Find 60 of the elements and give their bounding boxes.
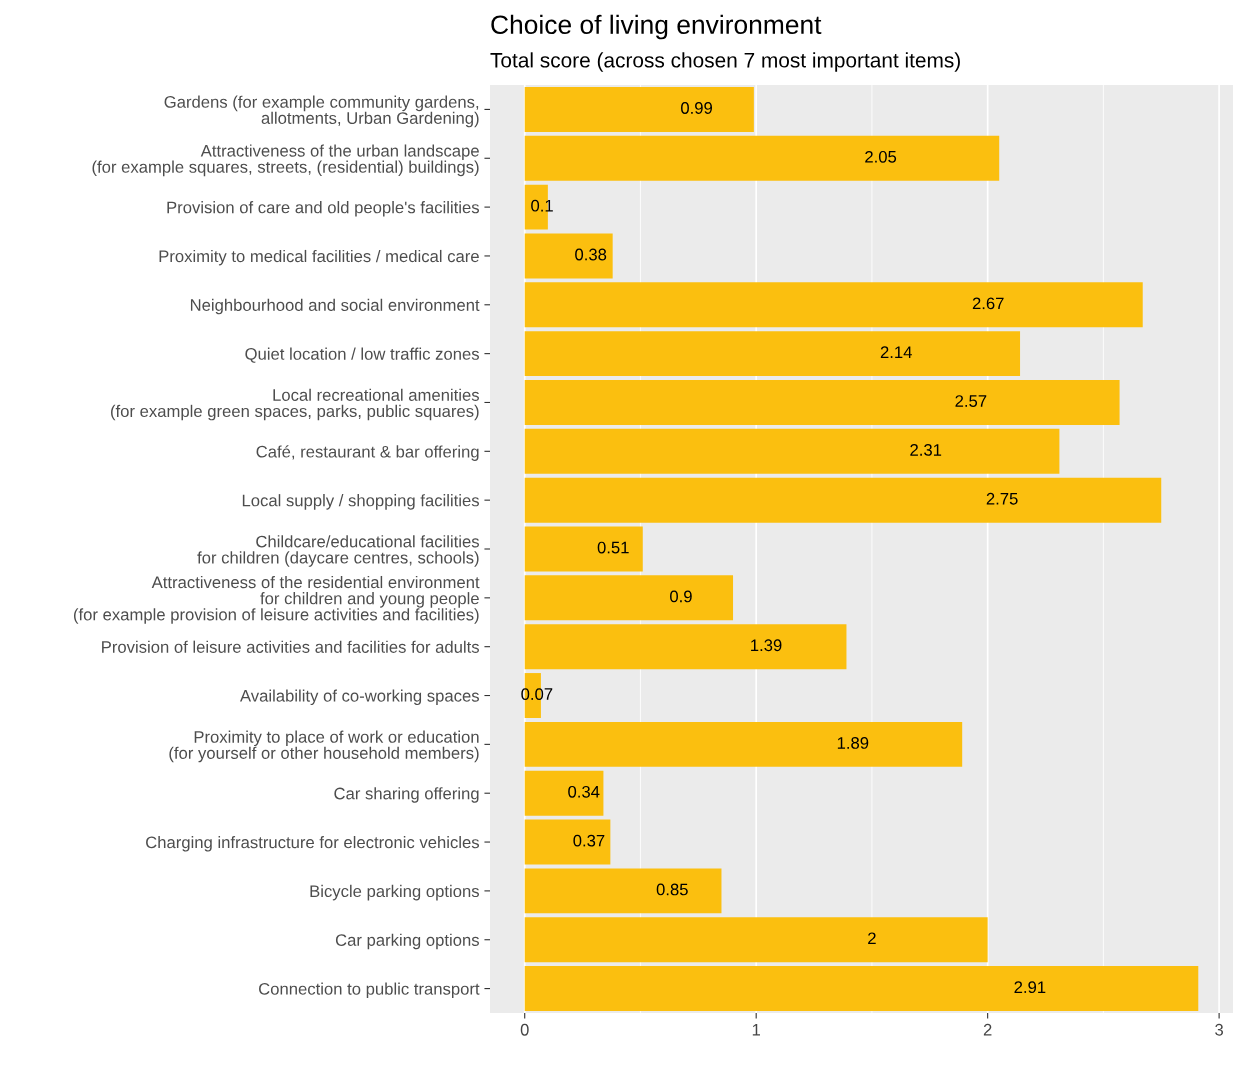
bar	[524, 966, 1199, 1012]
x-tick-label: 2	[983, 1023, 992, 1036]
data-label: 2.14	[880, 346, 912, 358]
bar	[524, 380, 1120, 425]
bar	[524, 428, 1060, 474]
bar	[524, 86, 754, 132]
bar	[524, 770, 604, 816]
data-label: 0.37	[573, 834, 605, 847]
data-label: 0.9	[670, 590, 692, 603]
y-tick-label: Connection to public transport	[259, 982, 480, 999]
y-tick-label: Provision of leisure activities and facilities for adults	[102, 640, 479, 653]
y-tick-label: Gardens (for example community gardens, allotments, Urban Gardening)	[164, 95, 479, 128]
data-label: 0.51	[597, 541, 629, 554]
bar	[524, 575, 734, 621]
data-label: 2.91	[1014, 981, 1046, 994]
data-label: 0.85	[656, 883, 688, 896]
bar	[524, 526, 643, 572]
data-label: 1.89	[837, 737, 869, 749]
data-label: 2.75	[986, 492, 1018, 505]
data-label: 0.07	[521, 688, 553, 700]
data-label: 2.57	[955, 395, 987, 407]
y-tick-label: Attractiveness of the urban landscape (for example squares, streets, (residential) buildings)	[92, 144, 479, 177]
y-tick-label: Local supply / shopping facilities	[242, 494, 479, 510]
bar	[524, 282, 1143, 328]
x-tick-label: 1	[752, 1024, 761, 1036]
y-tick-label: Availability of co-working spaces	[240, 689, 479, 706]
bar	[524, 477, 1162, 523]
bar	[524, 135, 1000, 181]
y-tick-label: Car sharing offering	[334, 787, 479, 803]
y-tick-label: Quiet location / low traffic zones	[245, 347, 479, 363]
bar	[524, 721, 963, 767]
y-tick-label: Café, restaurant & bar offering	[256, 445, 479, 461]
y-tick-label: Proximity to place of work or education (for yourself or other household members)	[169, 730, 479, 763]
y-tick-label: Provision of care and old people's facilities	[167, 201, 479, 217]
chart-subtitle: Total score (across chosen 7 most important items)	[490, 52, 960, 72]
y-tick-label: Car parking options	[335, 933, 479, 950]
bar	[524, 868, 722, 914]
data-label: 1.39	[751, 639, 782, 652]
y-tick-label: Local recreational amenities (for example green spaces, parks, public squares)	[111, 388, 479, 421]
y-tick-label: Bicycle parking options	[310, 884, 479, 901]
bar	[524, 917, 988, 963]
x-tick-label: 0	[520, 1023, 529, 1036]
x-tick-label: 3	[1215, 1023, 1224, 1036]
data-label: 2.05	[865, 150, 897, 163]
bar	[524, 624, 847, 670]
y-tick-label: Neighbourhood and social environment	[190, 298, 480, 315]
y-tick-label: Childcare/educational facilities for children (daycare centres, schools)	[197, 535, 479, 567]
bar	[524, 233, 613, 279]
data-label: 0.99	[681, 102, 713, 114]
data-label: 0.34	[568, 785, 600, 798]
data-label: 0.38	[575, 248, 607, 261]
data-label: 2.67	[972, 297, 1004, 310]
data-label: 2	[868, 932, 876, 945]
bar	[524, 819, 611, 865]
chart-title: Choice of living environment	[491, 14, 822, 40]
data-label: 2.31	[910, 443, 942, 456]
bar	[524, 331, 1021, 377]
y-tick-label: Attractiveness of the residential environment for children and young people (for example provision of leisure activities and facilities)	[73, 575, 480, 624]
y-tick-label: Charging infrastructure for electronic vehicles	[146, 836, 479, 852]
y-tick-label: Proximity to medical facilities / medical care	[159, 249, 479, 266]
